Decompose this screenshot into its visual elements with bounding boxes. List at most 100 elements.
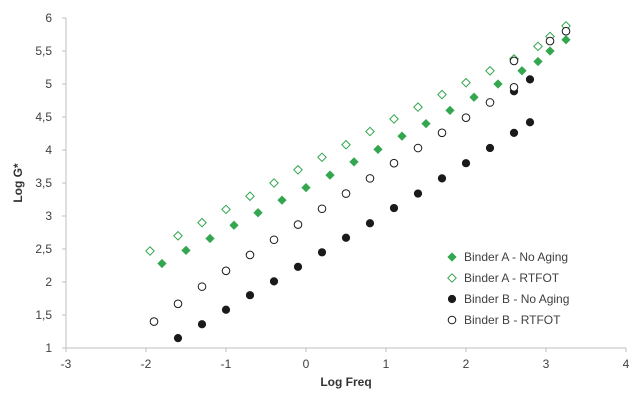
data-point xyxy=(561,26,571,36)
y-tick-label: 2,5 xyxy=(35,242,52,256)
data-point xyxy=(561,35,571,45)
data-point xyxy=(173,334,183,343)
data-point xyxy=(509,128,519,137)
data-point xyxy=(485,143,495,153)
data-point xyxy=(485,65,495,76)
data-point xyxy=(389,158,399,168)
data-point xyxy=(545,46,555,56)
data-point xyxy=(517,66,527,76)
data-point xyxy=(221,204,231,215)
data-point xyxy=(533,41,543,52)
data-point xyxy=(325,170,335,180)
x-tick-label: 3 xyxy=(543,357,550,371)
legend-label: Binder A - No Aging xyxy=(464,250,568,264)
x-tick-label: 2 xyxy=(463,357,470,371)
legend-marker xyxy=(447,315,457,325)
y-tick-label: 2 xyxy=(45,275,52,289)
data-point xyxy=(461,77,471,88)
data-point xyxy=(341,233,351,242)
data-point xyxy=(525,75,535,84)
data-point xyxy=(365,126,375,137)
x-axis-label: Log Freq xyxy=(320,375,371,389)
data-point xyxy=(317,248,327,257)
legend-item: Binder A - No Aging xyxy=(447,250,568,264)
legend-marker xyxy=(447,273,457,283)
data-point xyxy=(461,159,471,168)
data-point xyxy=(545,36,555,46)
series-3 xyxy=(173,75,535,343)
legend-label: Binder B - RTFOT xyxy=(464,313,561,327)
legend-label: Binder B - No Aging xyxy=(464,292,569,306)
legend-label: Binder A - RTFOT xyxy=(464,271,560,285)
data-point xyxy=(437,128,447,138)
data-point xyxy=(389,203,399,213)
data-point xyxy=(269,277,279,286)
data-point xyxy=(181,245,191,255)
legend-marker xyxy=(447,294,457,304)
y-tick-label: 5,5 xyxy=(35,44,52,58)
legend-item: Binder A - RTFOT xyxy=(447,271,560,285)
y-tick-label: 3 xyxy=(45,209,52,223)
legend-item: Binder B - No Aging xyxy=(447,292,569,306)
data-point xyxy=(469,92,479,102)
data-point xyxy=(245,250,255,260)
y-tick-label: 3,5 xyxy=(35,176,52,190)
data-point xyxy=(245,291,255,300)
x-tick-label: 0 xyxy=(303,357,310,371)
data-point xyxy=(437,174,447,183)
data-point xyxy=(157,258,167,269)
data-point xyxy=(229,220,239,230)
data-point xyxy=(437,89,447,100)
y-tick-label: 4 xyxy=(45,143,52,157)
data-point xyxy=(509,83,519,92)
data-point xyxy=(445,105,455,116)
y-tick-label: 1 xyxy=(45,341,52,355)
data-point xyxy=(413,143,423,153)
data-point xyxy=(173,299,183,309)
data-point xyxy=(493,79,503,89)
data-point xyxy=(421,118,431,129)
data-point xyxy=(349,157,359,167)
data-point xyxy=(173,230,183,241)
data-point xyxy=(293,220,303,229)
data-point xyxy=(525,118,535,127)
x-tick-label: -1 xyxy=(221,357,232,371)
y-axis-label: Log G* xyxy=(11,163,25,203)
data-point xyxy=(365,219,375,228)
x-tick-label: 4 xyxy=(623,357,630,371)
data-point xyxy=(413,102,423,113)
series-4 xyxy=(149,26,571,326)
data-point xyxy=(245,191,255,202)
legend-item: Binder B - RTFOT xyxy=(447,313,561,327)
y-tick-label: 6 xyxy=(45,11,52,25)
data-point xyxy=(485,98,495,107)
data-point xyxy=(197,282,207,291)
data-point xyxy=(317,204,327,214)
data-point xyxy=(293,164,303,175)
data-point xyxy=(533,56,543,67)
data-point xyxy=(253,208,263,218)
data-point xyxy=(397,131,407,141)
data-point xyxy=(197,320,207,329)
data-point xyxy=(149,317,159,326)
data-point xyxy=(341,139,351,150)
data-point xyxy=(461,113,471,122)
data-point xyxy=(373,144,383,154)
x-tick-label: -2 xyxy=(141,357,152,371)
data-point xyxy=(509,56,519,66)
data-point xyxy=(365,174,375,183)
y-tick-label: 1,5 xyxy=(35,308,52,322)
data-point xyxy=(269,235,279,245)
data-point xyxy=(145,246,155,256)
data-point xyxy=(269,178,279,188)
data-point xyxy=(293,262,303,271)
data-point xyxy=(205,233,215,244)
y-tick-label: 4,5 xyxy=(35,110,52,124)
series-1 xyxy=(157,35,571,269)
x-tick-label: 1 xyxy=(383,357,390,371)
data-point xyxy=(317,152,327,163)
data-point xyxy=(221,266,231,276)
y-tick-label: 5 xyxy=(45,77,52,91)
